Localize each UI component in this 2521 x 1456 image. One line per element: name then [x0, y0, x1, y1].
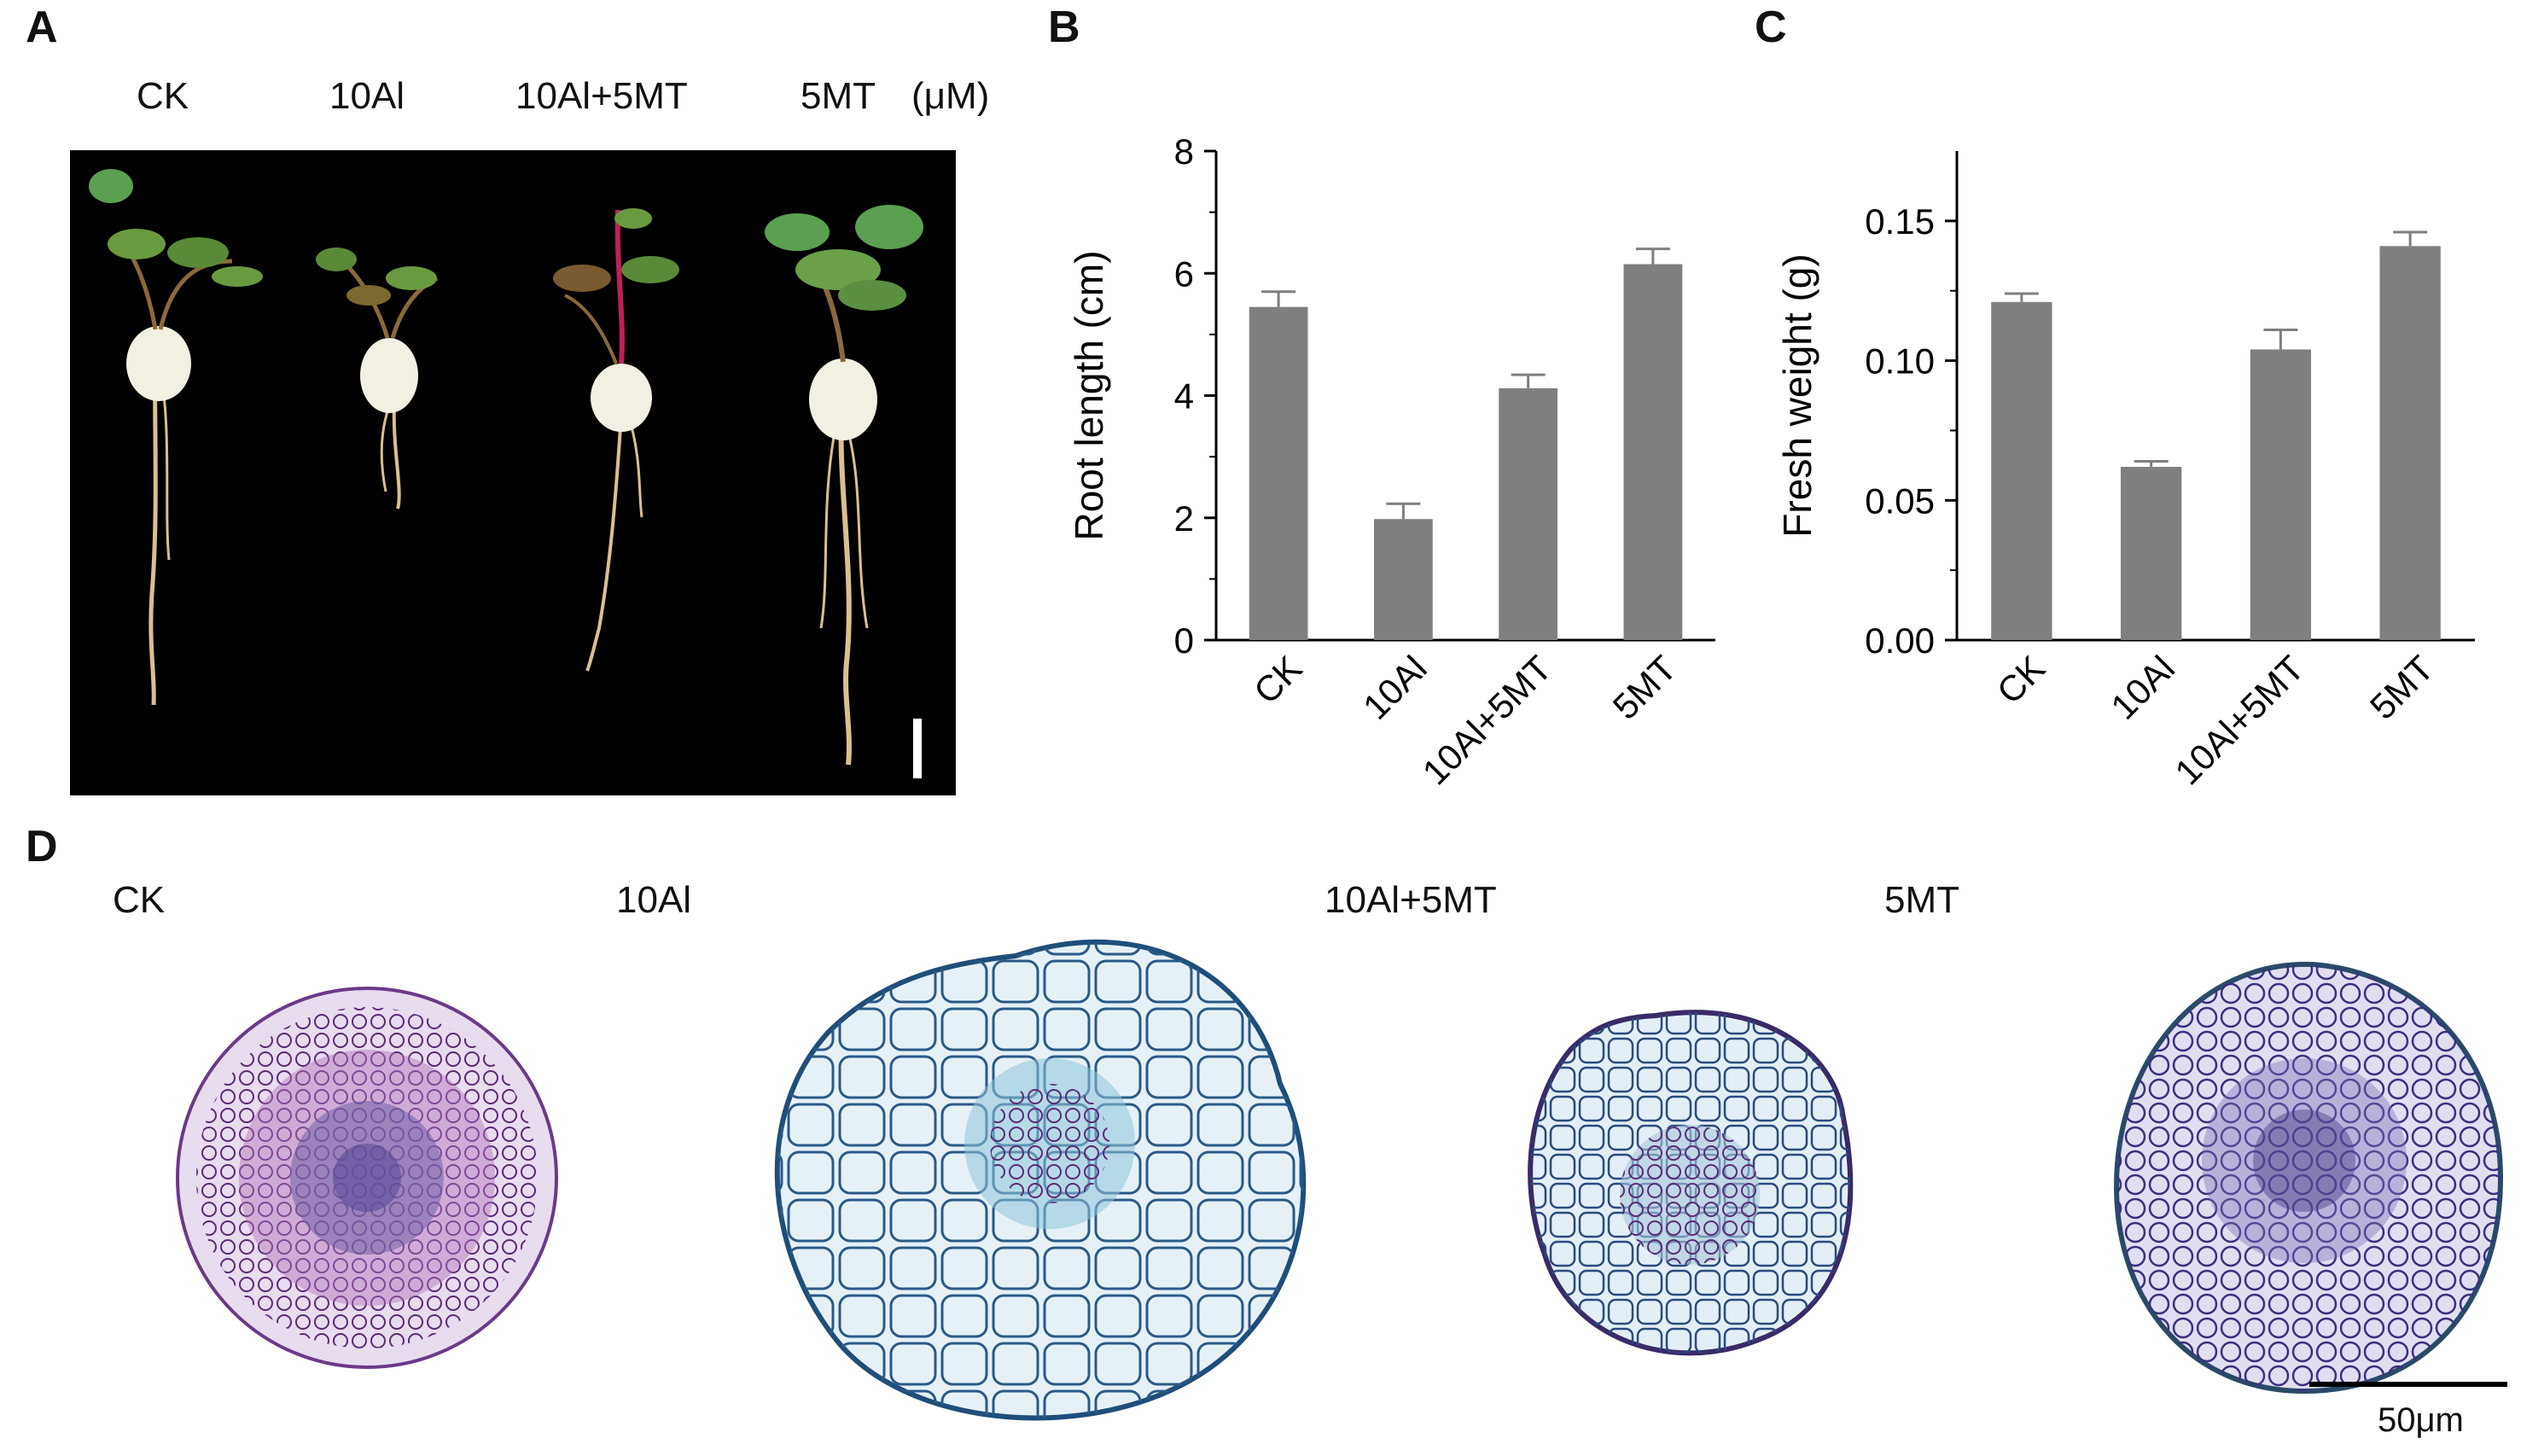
y-tick-label: 4: [1174, 376, 1194, 416]
bar: [1991, 301, 2052, 640]
section-10al-5mt: [1528, 1010, 1854, 1356]
panel-d-letter: D: [26, 822, 58, 871]
section-10al: [774, 939, 1307, 1421]
seedling-ck: [89, 169, 263, 706]
seedling-5mt: [765, 205, 923, 766]
bar: [2120, 466, 2182, 640]
panel-d-label-ck: CK: [113, 879, 166, 921]
panel-d-label-10al: 10Al: [616, 879, 692, 921]
panel-a-label-10al-5mt: 10Al+5MT: [515, 75, 688, 117]
bar: [2250, 349, 2312, 640]
y-tick-label: 2: [1174, 498, 1194, 539]
y-tick-label: 0: [1174, 620, 1194, 661]
bar: [1499, 387, 1557, 640]
x-tick-label: 10Al+5MT: [1415, 648, 1559, 792]
bar: [1374, 519, 1433, 640]
panel-c-letter: C: [1755, 3, 1787, 52]
y-tick-label: 0.05: [1865, 480, 1935, 521]
x-tick-label: 10Al: [1355, 648, 1435, 727]
x-tick-label: CK: [1989, 648, 2053, 712]
panel-a-label-ck: CK: [137, 75, 189, 117]
panel-a-unit: (μM): [911, 75, 990, 117]
bar: [2379, 246, 2441, 640]
panel-b-letter: B: [1048, 3, 1080, 52]
x-tick-label: 5MT: [2362, 648, 2442, 727]
photo-scale-bar: [913, 719, 922, 778]
bar: [1623, 264, 1683, 640]
bar: [1249, 306, 1308, 640]
x-tick-label: 10Al+5MT: [2167, 648, 2311, 792]
x-tick-label: 5MT: [1605, 648, 1685, 727]
panel-d-label-10al-5mt: 10Al+5MT: [1325, 879, 1497, 921]
y-tick-label: 0.10: [1865, 341, 1935, 381]
panel-a-letter: A: [26, 3, 58, 52]
x-tick-label: CK: [1246, 648, 1310, 712]
y-tick-label: 6: [1174, 253, 1194, 294]
y-axis-title: Root length (cm): [1067, 250, 1111, 540]
x-tick-label: 10Al: [2103, 648, 2182, 727]
y-tick-label: 8: [1174, 131, 1194, 172]
seedling-10al-5mt: [553, 208, 679, 672]
section-5mt: [2113, 961, 2504, 1395]
y-axis-title: Fresh weight (g): [1775, 253, 1819, 537]
seedling-illustration: [89, 169, 923, 778]
y-tick-label: 0.00: [1865, 620, 1935, 661]
root-cross-sections: [176, 939, 2507, 1421]
y-tick-label: 0.15: [1865, 201, 1935, 242]
seedling-10al: [316, 248, 439, 510]
scale-bar-label: 50μm: [2378, 1401, 2464, 1439]
section-ck: [176, 987, 558, 1369]
chart-fresh-weight: 0.00 0.05 0.10 0.15 Fresh weight (g) CK 10Al10…: [1775, 151, 2475, 793]
panel-d-label-5mt: 5MT: [1884, 879, 1959, 921]
panel-a-label-10al: 10Al: [329, 75, 405, 117]
seedling-photo: [70, 150, 956, 795]
panel-a-label-5mt: 5MT: [801, 75, 876, 117]
